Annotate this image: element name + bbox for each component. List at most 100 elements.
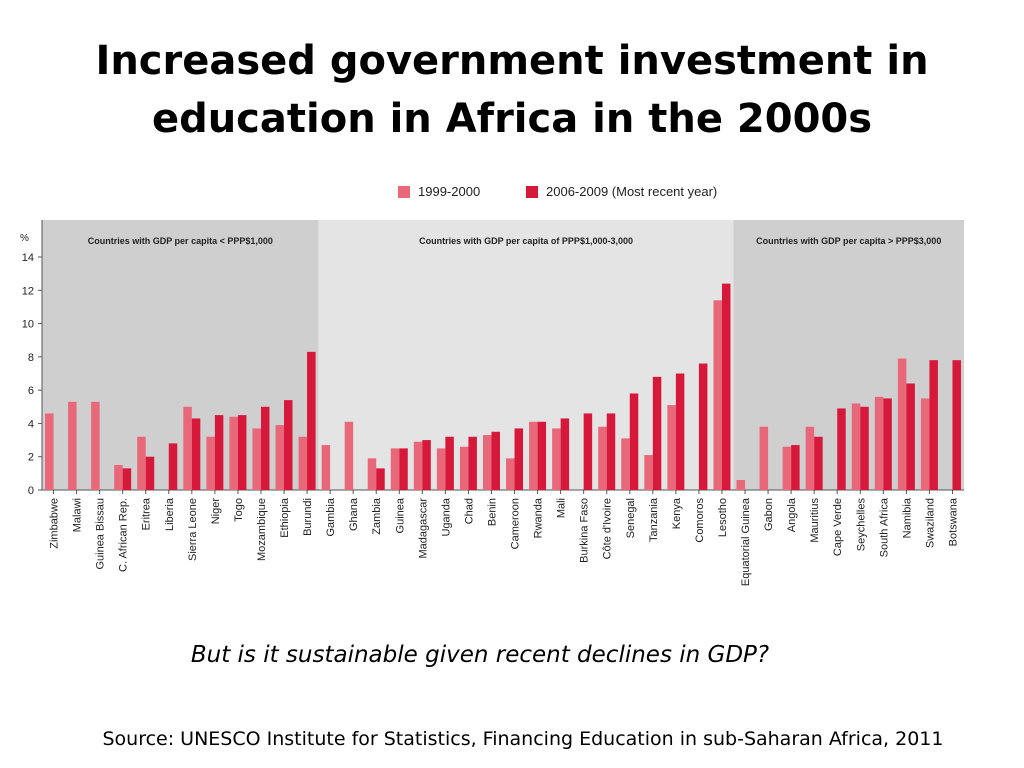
bar-2006-2009-tanzania — [652, 376, 662, 490]
bar-2006-2009-burkina-faso — [583, 413, 593, 490]
bar-1999-2000-namibia — [897, 358, 907, 490]
bar-1999-2000-guinea-bissau — [91, 401, 100, 490]
bar-2006-2009-uganda — [445, 436, 454, 490]
y-tick-label-4: 4 — [28, 418, 34, 430]
x-tick-label-rwanda: Rwanda — [533, 497, 545, 538]
group-panel-1 — [42, 220, 319, 490]
bar-2006-2009-togo — [237, 415, 247, 490]
x-tick-label-c-te-d-ivoire: Côte d'Ivoire — [602, 498, 614, 559]
bar-2006-2009-mozambique — [260, 406, 270, 490]
x-tick-label-senegal: Senegal — [625, 498, 637, 538]
x-tick-label-uganda: Uganda — [440, 497, 452, 536]
bar-2006-2009-seychelles — [860, 406, 869, 490]
group-panel-2 — [318, 220, 734, 490]
bar-1999-2000-benin — [482, 435, 492, 490]
sustainability-question: But is it sustainable given recent decli… — [190, 642, 770, 668]
bar-1999-2000-cameroon — [506, 458, 515, 490]
x-tick-label-namibia: Namibia — [901, 497, 913, 538]
legend-swatch-1999-2000 — [398, 186, 410, 198]
bar-1999-2000-ghana — [344, 421, 354, 490]
bar-2006-2009-c-te-d-ivoire — [606, 413, 616, 490]
bar-2006-2009-sierra-leone — [191, 418, 201, 490]
x-tick-label-south-africa: South Africa — [878, 497, 890, 557]
bar-2006-2009-burundi — [307, 351, 316, 490]
group-label-3: Countries with GDP per capita > PPP$3,00… — [756, 236, 941, 246]
bar-1999-2000-mali — [552, 428, 561, 490]
x-tick-label-angola: Angola — [786, 497, 798, 532]
x-tick-label-comoros: Comoros — [694, 498, 706, 543]
bar-1999-2000-mauritius — [805, 426, 815, 490]
bar-2006-2009-madagascar — [422, 440, 431, 490]
y-tick-label-2: 2 — [28, 452, 34, 464]
bar-1999-2000-guinea — [390, 448, 400, 490]
bar-1999-2000-equatorial-guinea — [736, 480, 746, 490]
bar-1999-2000-uganda — [436, 448, 446, 490]
bar-1999-2000-gambia — [321, 445, 331, 490]
bar-chart-svg: Countries with GDP per capita < PPP$1,00… — [20, 184, 964, 586]
x-tick-label-tanzania: Tanzania — [648, 497, 660, 542]
y-axis-unit: % — [20, 233, 29, 244]
x-tick-label-mauritius: Mauritius — [809, 498, 821, 543]
x-tick-label-niger: Niger — [210, 498, 222, 525]
y-tick-label-8: 8 — [28, 352, 34, 364]
bar-1999-2000-c-te-d-ivoire — [598, 426, 607, 490]
bar-2006-2009-niger — [214, 415, 224, 490]
bar-1999-2000-angola — [782, 446, 792, 490]
bar-2006-2009-ethiopia — [284, 400, 293, 490]
x-tick-label-gabon: Gabon — [763, 498, 775, 531]
x-tick-label-zimbabwe: Zimbabwe — [49, 498, 61, 549]
y-tick-label-12: 12 — [22, 285, 34, 297]
bar-2006-2009-kenya — [675, 373, 685, 490]
x-tick-label-sierra-leone: Sierra Leone — [187, 498, 199, 561]
bar-2006-2009-rwanda — [537, 421, 547, 490]
x-tick-label-benin: Benin — [486, 498, 498, 526]
x-tick-label-guinea: Guinea — [394, 497, 406, 533]
bar-2006-2009-swaziland — [929, 360, 938, 490]
bar-chart: Countries with GDP per capita < PPP$1,00… — [0, 178, 1024, 618]
y-tick-label-6: 6 — [28, 385, 34, 397]
y-tick-label-10: 10 — [22, 319, 34, 331]
x-tick-label-mozambique: Mozambique — [256, 498, 268, 561]
bar-2006-2009-zambia — [376, 468, 385, 490]
bar-2006-2009-mali — [560, 418, 570, 490]
y-tick-label-0: 0 — [28, 485, 34, 497]
bar-2006-2009-cape-verde — [837, 408, 846, 490]
bar-2006-2009-liberia — [168, 443, 178, 490]
bar-1999-2000-ethiopia — [275, 425, 285, 490]
bar-1999-2000-lesotho — [713, 300, 722, 490]
x-tick-label-eritrea: Eritrea — [141, 497, 153, 530]
bar-2006-2009-angola — [791, 445, 800, 490]
x-tick-label-zambia: Zambia — [371, 497, 383, 535]
group-label-2: Countries with GDP per capita of PPP$1,0… — [419, 236, 633, 246]
x-tick-label-madagascar: Madagascar — [417, 498, 429, 559]
bar-1999-2000-mozambique — [252, 428, 261, 490]
x-tick-label-botswana: Botswana — [947, 497, 959, 546]
bar-2006-2009-eritrea — [145, 456, 155, 490]
bar-1999-2000-rwanda — [529, 421, 538, 490]
bar-1999-2000-zambia — [367, 458, 377, 490]
x-tick-label-ethiopia: Ethiopia — [279, 497, 291, 538]
bar-2006-2009-south-africa — [883, 398, 892, 490]
x-tick-label-burkina-faso: Burkina Faso — [579, 498, 591, 563]
x-tick-label-liberia: Liberia — [164, 497, 176, 531]
x-tick-label-burundi: Burundi — [302, 498, 314, 536]
legend-label-2006-2009: 2006-2009 (Most recent year) — [546, 184, 717, 199]
bar-1999-2000-swaziland — [920, 398, 930, 490]
x-tick-label-ghana: Ghana — [348, 497, 360, 531]
slide-title-line-1: Increased government investment in — [95, 38, 929, 84]
bar-1999-2000-eritrea — [137, 436, 146, 490]
bar-1999-2000-zimbabwe — [45, 413, 54, 490]
bar-2006-2009-namibia — [906, 383, 915, 490]
source-citation: Source: UNESCO Institute for Statistics,… — [102, 728, 944, 750]
bar-1999-2000-senegal — [621, 438, 630, 490]
bar-1999-2000-madagascar — [413, 441, 423, 490]
bar-2006-2009-c-african-rep — [122, 468, 132, 490]
bar-2006-2009-benin — [491, 431, 500, 490]
slide-title-line-2: education in Africa in the 2000s — [151, 96, 873, 142]
x-tick-label-mali: Mali — [556, 498, 568, 518]
bar-2006-2009-comoros — [698, 363, 708, 490]
bar-1999-2000-sierra-leone — [183, 406, 192, 490]
bar-1999-2000-south-africa — [874, 396, 884, 490]
x-tick-label-cameroon: Cameroon — [510, 498, 522, 549]
x-tick-label-chad: Chad — [463, 498, 475, 524]
